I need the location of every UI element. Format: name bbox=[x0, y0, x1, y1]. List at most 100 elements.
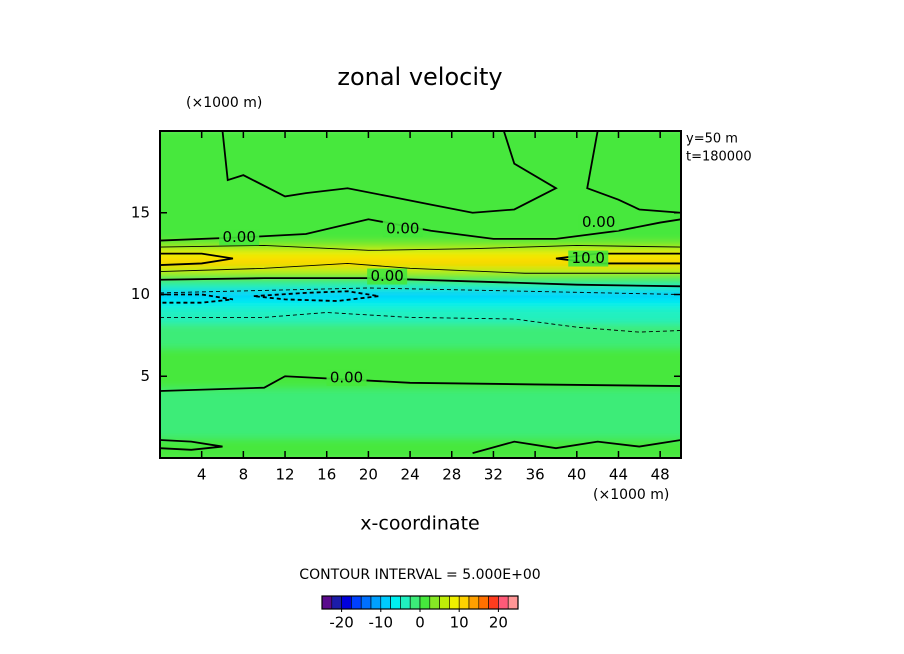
field-band bbox=[160, 323, 681, 332]
colorbar-swatch bbox=[439, 595, 450, 610]
field-band bbox=[160, 388, 681, 398]
field-band bbox=[160, 151, 681, 161]
annotation: y=50 m bbox=[686, 132, 738, 147]
colorbar-swatch bbox=[321, 595, 333, 610]
y-unit: (×1000 m) bbox=[186, 95, 262, 111]
contour-label: 10.0 bbox=[572, 249, 605, 267]
contour-interval: CONTOUR INTERVAL = 5.000E+00 bbox=[299, 567, 540, 583]
field-band bbox=[160, 453, 681, 458]
field-band bbox=[160, 372, 681, 381]
colorbar-tick-label: 20 bbox=[489, 614, 508, 632]
contour-label-bg bbox=[326, 369, 367, 386]
colorbar-swatch bbox=[429, 595, 440, 610]
colorbar-swatch bbox=[409, 595, 421, 610]
field-band bbox=[160, 404, 681, 414]
contour-line bbox=[555, 252, 681, 265]
colorbar-swatch bbox=[449, 595, 460, 610]
field-band bbox=[160, 241, 681, 251]
field-band bbox=[160, 131, 681, 136]
colorbar-swatch bbox=[488, 595, 499, 610]
field-band bbox=[160, 249, 681, 259]
x-tick-label: 12 bbox=[275, 466, 294, 484]
x-tick-label: 24 bbox=[401, 466, 420, 484]
y-tick-label: 10 bbox=[131, 285, 150, 303]
contour-line bbox=[160, 439, 223, 451]
field-band bbox=[160, 208, 681, 218]
contour-line bbox=[160, 244, 681, 251]
field-band bbox=[160, 306, 681, 316]
x-tick-label: 20 bbox=[359, 466, 378, 484]
contour-label-bg bbox=[568, 250, 609, 267]
contour-label: 0.00 bbox=[386, 220, 419, 238]
field-band bbox=[160, 184, 681, 193]
colorbar-tick-label: 0 bbox=[415, 614, 425, 632]
colorbar-swatch bbox=[380, 595, 391, 610]
contour-label: 0.00 bbox=[582, 213, 615, 231]
contour-line bbox=[160, 293, 234, 304]
field-band bbox=[160, 135, 681, 144]
field-band bbox=[160, 192, 681, 201]
colorbar-swatch bbox=[341, 595, 352, 610]
colorbar-swatch bbox=[351, 595, 362, 610]
field-band bbox=[160, 314, 681, 324]
chart-title: zonal velocity bbox=[337, 63, 502, 91]
field-band bbox=[160, 274, 681, 283]
contour-label: 0.00 bbox=[222, 228, 255, 246]
overlay: 0.00 0.00 0.00 10.0 0.00 0.00 4 8 12 16 20 24 28 32 36… bbox=[131, 130, 682, 632]
field-band bbox=[160, 298, 681, 308]
field-band bbox=[160, 233, 681, 242]
contour-label-bg bbox=[578, 214, 619, 231]
contour-line bbox=[221, 131, 558, 214]
x-unit: (×1000 m) bbox=[593, 487, 669, 503]
field-band bbox=[160, 290, 681, 300]
colorbar-swatch bbox=[400, 595, 411, 610]
contour-line bbox=[160, 312, 681, 333]
x-tick-label: 4 bbox=[197, 466, 207, 484]
field-band bbox=[160, 167, 681, 177]
contour-line bbox=[472, 439, 681, 454]
contour-label: 0.00 bbox=[330, 368, 363, 386]
x-tick-label: 32 bbox=[484, 466, 503, 484]
field-band bbox=[160, 363, 681, 373]
x-tick-label: 40 bbox=[567, 466, 586, 484]
contour-line bbox=[586, 131, 681, 214]
contour-line bbox=[160, 218, 681, 242]
colorbar-swatch bbox=[331, 595, 342, 610]
field-band bbox=[160, 282, 681, 291]
field-band bbox=[160, 159, 681, 169]
colorbar-swatch bbox=[507, 595, 519, 610]
x-tick-label: 16 bbox=[317, 466, 336, 484]
field-band bbox=[160, 396, 681, 406]
field-band bbox=[160, 437, 681, 447]
field-band bbox=[160, 200, 681, 210]
y-tick-label: 15 bbox=[131, 203, 150, 221]
field-band bbox=[160, 175, 681, 185]
field bbox=[160, 131, 681, 458]
contour-line bbox=[160, 262, 681, 274]
x-tick-label: 44 bbox=[609, 466, 628, 484]
colorbar-swatch bbox=[360, 595, 372, 610]
colorbar-swatch bbox=[498, 595, 509, 610]
field-band bbox=[160, 413, 681, 422]
field-band bbox=[160, 429, 681, 439]
x-tick-label: 36 bbox=[526, 466, 545, 484]
colorbar-swatch bbox=[478, 595, 489, 610]
annotation: t=180000 bbox=[686, 150, 752, 165]
field-band bbox=[160, 331, 681, 340]
colorbar-swatch bbox=[390, 595, 401, 610]
colorbar-swatch bbox=[458, 595, 470, 610]
field-band bbox=[160, 445, 681, 455]
x-tick-label: 28 bbox=[442, 466, 461, 484]
contour-line bbox=[160, 252, 234, 266]
colorbar-tick-label: -20 bbox=[329, 614, 354, 632]
contour-label-bg bbox=[219, 229, 260, 246]
x-tick-label: 8 bbox=[239, 466, 249, 484]
contour-line bbox=[160, 287, 681, 295]
contour-line bbox=[253, 290, 379, 302]
colorbar-swatch bbox=[468, 595, 480, 610]
field-band bbox=[160, 143, 681, 152]
field-bands bbox=[160, 131, 681, 458]
y-tick-label: 5 bbox=[140, 367, 150, 385]
contour-label: 0.00 bbox=[370, 267, 403, 285]
field-band bbox=[160, 339, 681, 349]
